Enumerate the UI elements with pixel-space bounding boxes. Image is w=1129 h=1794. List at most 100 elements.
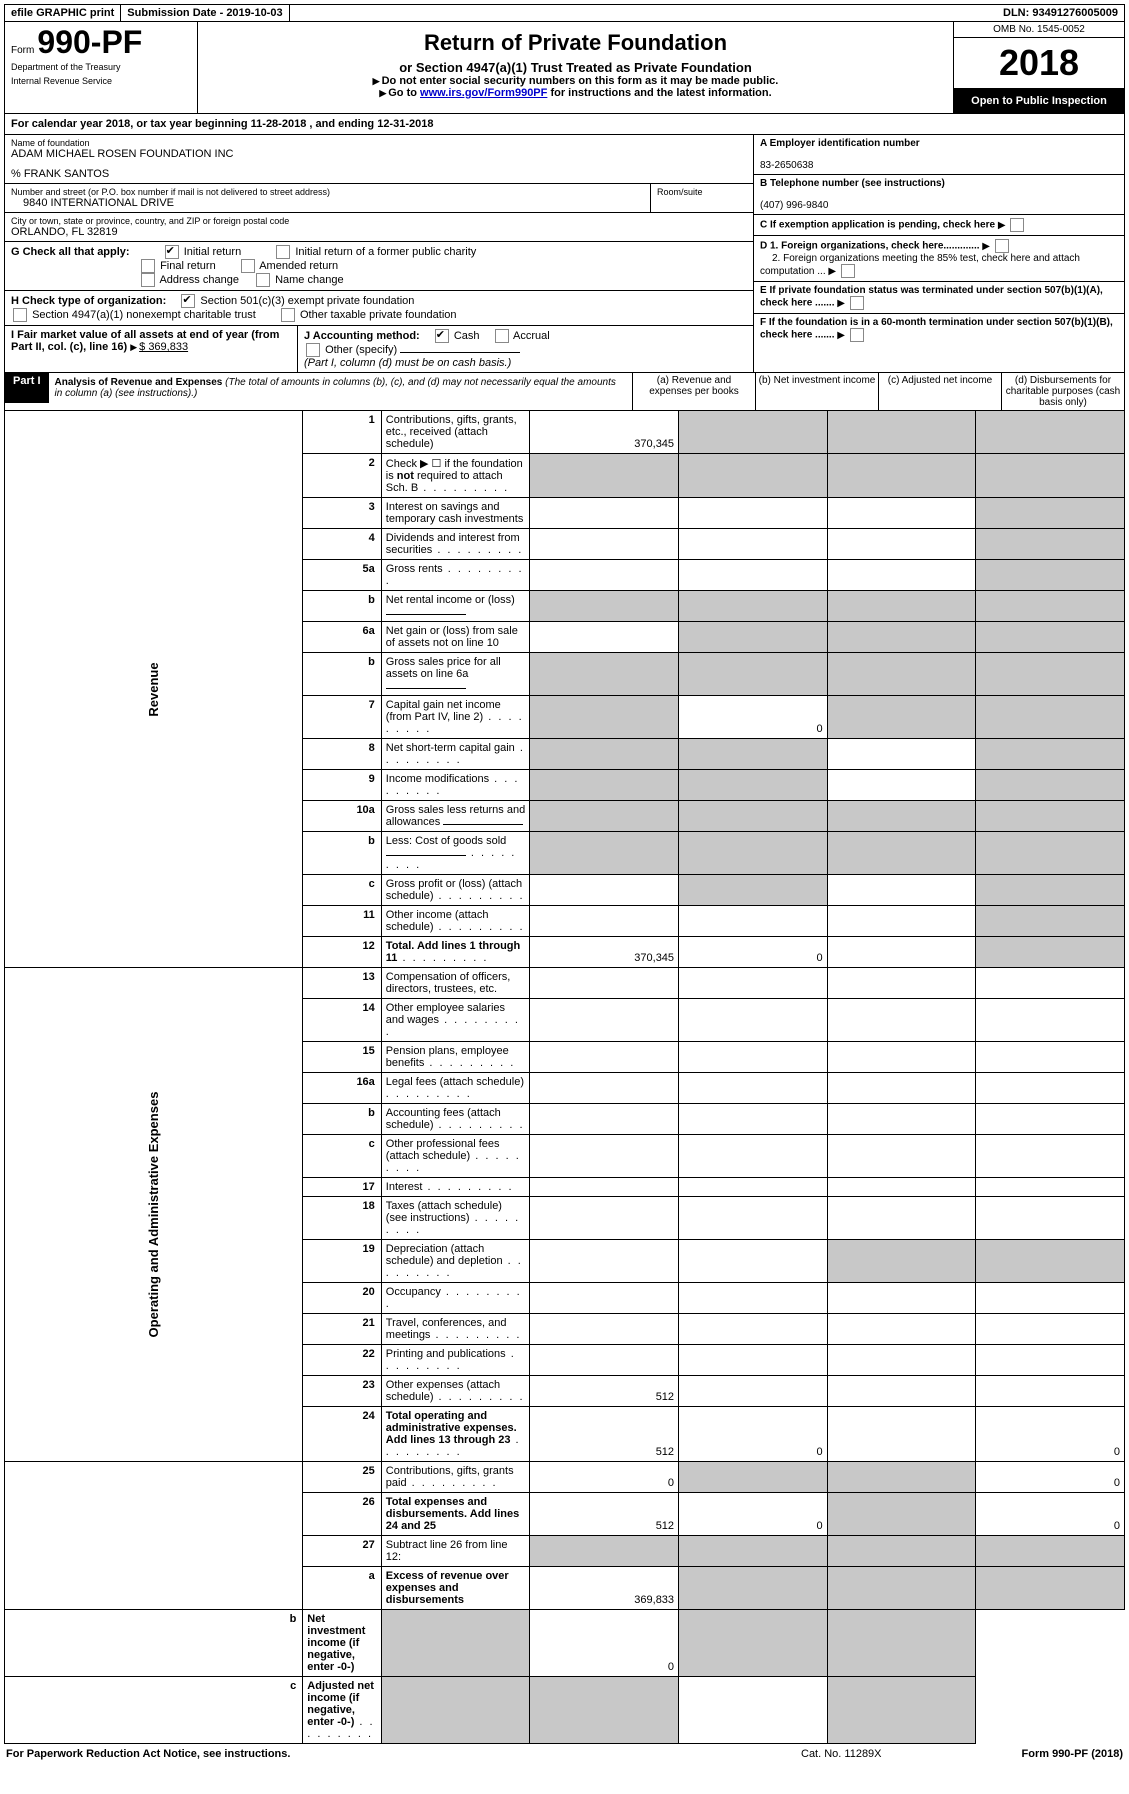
chk-60month[interactable]	[850, 328, 864, 342]
amount-cell	[530, 832, 679, 875]
line-description: Printing and publications	[381, 1345, 530, 1376]
chk-cash[interactable]	[435, 329, 449, 343]
line-number: b	[303, 1104, 382, 1135]
part1-desc: Analysis of Revenue and Expenses (The to…	[49, 373, 632, 403]
chk-exemption-pending[interactable]	[1010, 218, 1024, 232]
chk-initial-return[interactable]	[165, 245, 179, 259]
amount-cell	[976, 1283, 1125, 1314]
table-row: cAdjusted net income (if negative, enter…	[5, 1677, 1125, 1744]
chk-address-change[interactable]	[141, 273, 155, 287]
chk-501c3[interactable]	[181, 294, 195, 308]
chk-accrual[interactable]	[495, 329, 509, 343]
i-value: $ 369,833	[139, 341, 188, 353]
chk-status-terminated[interactable]	[850, 296, 864, 310]
amount-cell	[976, 591, 1125, 622]
amount-cell	[827, 1677, 976, 1744]
amount-cell	[530, 770, 679, 801]
amount-cell: 0	[976, 1462, 1125, 1493]
entity-block: Name of foundation ADAM MICHAEL ROSEN FO…	[4, 135, 1125, 373]
amount-cell	[679, 1104, 828, 1135]
e-label: E If private foundation status was termi…	[760, 285, 1103, 309]
line-description: Legal fees (attach schedule)	[381, 1073, 530, 1104]
amount-cell	[827, 801, 976, 832]
line-description: Capital gain net income (from Part IV, l…	[381, 696, 530, 739]
amount-cell: 0	[976, 1407, 1125, 1462]
amount-cell	[827, 1462, 976, 1493]
line-number: a	[303, 1567, 382, 1610]
amount-cell	[976, 653, 1125, 696]
street-row: Number and street (or P.O. box number if…	[5, 184, 753, 213]
amount-cell	[530, 1240, 679, 1283]
entity-right: A Employer identification number 83-2650…	[753, 135, 1124, 372]
chk-final-return[interactable]	[141, 259, 155, 273]
chk-85pct[interactable]	[841, 264, 855, 278]
amount-cell	[530, 1283, 679, 1314]
f-cell: F If the foundation is in a 60-month ter…	[754, 314, 1124, 345]
header-right: OMB No. 1545-0052 2018 Open to Public In…	[953, 22, 1124, 113]
amount-cell	[679, 832, 828, 875]
phone-cell: B Telephone number (see instructions) (4…	[754, 175, 1124, 215]
b-label: B Telephone number (see instructions)	[760, 178, 945, 189]
amount-cell	[827, 906, 976, 937]
amount-cell	[976, 411, 1125, 454]
line-description: Occupancy	[381, 1283, 530, 1314]
line-description: Net short-term capital gain	[381, 739, 530, 770]
d2-label: 2. Foreign organizations meeting the 85%…	[760, 253, 1080, 277]
amount-cell	[976, 498, 1125, 529]
amount-cell	[827, 1283, 976, 1314]
line-description: Contributions, gifts, grants paid	[381, 1462, 530, 1493]
chk-other-taxable[interactable]	[281, 308, 295, 322]
amount-cell	[679, 1677, 828, 1744]
line-number: b	[5, 1610, 303, 1677]
amount-cell	[679, 622, 828, 653]
top-bar: efile GRAPHIC print Submission Date - 20…	[4, 4, 1125, 22]
amount-cell	[976, 1240, 1125, 1283]
amount-cell	[679, 529, 828, 560]
chk-amended-return[interactable]	[241, 259, 255, 273]
instructions-link[interactable]: www.irs.gov/Form990PF	[420, 87, 547, 99]
amount-cell	[530, 622, 679, 653]
amount-cell	[827, 560, 976, 591]
amount-cell	[827, 875, 976, 906]
line-number: 17	[303, 1178, 382, 1197]
line-number: b	[303, 591, 382, 622]
amount-cell	[976, 1376, 1125, 1407]
chk-other-method[interactable]	[306, 343, 320, 357]
line-description: Interest	[381, 1178, 530, 1197]
amount-cell	[827, 1197, 976, 1240]
line-description: Total operating and administrative expen…	[381, 1407, 530, 1462]
amount-cell	[827, 696, 976, 739]
line-number: 20	[303, 1283, 382, 1314]
amount-cell	[976, 1178, 1125, 1197]
amount-cell	[679, 1135, 828, 1178]
part1-header-row: Part I Analysis of Revenue and Expenses …	[4, 373, 1125, 411]
table-row: 25Contributions, gifts, grants paid00	[5, 1462, 1125, 1493]
amount-cell	[679, 591, 828, 622]
j-note: (Part I, column (d) must be on cash basi…	[304, 357, 511, 369]
calendar-year-line: For calendar year 2018, or tax year begi…	[4, 114, 1125, 135]
amount-cell	[827, 739, 976, 770]
amount-cell	[530, 999, 679, 1042]
amount-cell	[976, 1135, 1125, 1178]
city-label: City or town, state or province, country…	[11, 216, 747, 226]
amount-cell	[679, 1567, 828, 1610]
chk-initial-former[interactable]	[276, 245, 290, 259]
line-number: 2	[303, 454, 382, 498]
table-row: Operating and Administrative Expenses13C…	[5, 968, 1125, 999]
amount-cell	[827, 653, 976, 696]
amount-cell	[827, 454, 976, 498]
chk-foreign-org[interactable]	[995, 239, 1009, 253]
line-number: 5a	[303, 560, 382, 591]
amount-cell	[976, 739, 1125, 770]
amount-cell	[976, 560, 1125, 591]
form-number: 990-PF	[37, 24, 142, 60]
opex-side-label: Operating and Administrative Expenses	[146, 1070, 161, 1359]
amount-cell	[827, 1073, 976, 1104]
amount-cell	[976, 1197, 1125, 1240]
chk-4947a1[interactable]	[13, 308, 27, 322]
chk-name-change[interactable]	[256, 273, 270, 287]
amount-cell	[530, 1197, 679, 1240]
amount-cell	[827, 832, 976, 875]
amount-cell: 512	[530, 1493, 679, 1536]
tax-year: 2018	[954, 38, 1124, 89]
